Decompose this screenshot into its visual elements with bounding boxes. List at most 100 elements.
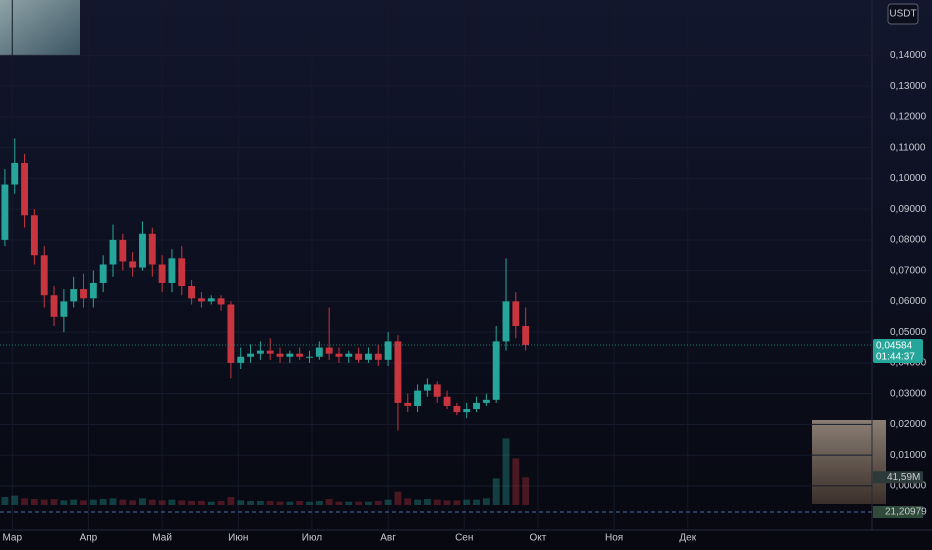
y-tick-label: 0,14000 [890,50,927,61]
currency-button[interactable] [887,3,919,25]
volume-bar [286,501,294,505]
volume-bar [365,501,372,505]
y-tick-label: 0,04000 [890,358,927,369]
volume-bar [197,501,205,505]
volume-bar [414,499,422,505]
candle-body [414,390,422,406]
candle-body [168,258,176,283]
x-tick-label: Мар [2,533,22,544]
volume-bar [89,499,97,505]
volume-bar [1,497,9,505]
volume-bar [345,501,353,505]
candle-body [512,301,520,327]
candle-body [335,353,343,357]
candle-body [443,396,451,406]
volume-bar [11,495,19,505]
x-tick-label: Апр [80,533,98,544]
volume-bar [119,499,127,505]
volume-bar [168,499,176,505]
last-price-box [873,338,923,363]
candle-body [227,304,235,363]
candle-body [60,301,68,317]
volume-bar [50,499,58,505]
volume-bar [394,491,402,505]
candle-body [148,233,156,265]
candle-body [345,353,353,357]
volume-bar [21,498,29,505]
volume-bar [70,499,78,505]
volume-bar [129,500,137,505]
candle-body [197,298,205,302]
volume-bar [256,501,264,505]
candle-body [482,399,490,403]
candle-body [119,239,127,262]
volume-bar [139,498,146,505]
candle-body [296,353,304,357]
volume-bar [207,501,215,505]
y-tick-label: 0,03000 [890,388,927,399]
volume-bar [463,499,471,505]
volume-bar [188,501,196,505]
candle-body [355,353,363,360]
volume-bar [374,501,382,505]
volume-bar [443,500,451,505]
volume-bar [522,477,530,505]
candle-body [492,341,500,400]
candle-body [237,356,245,363]
volume-bar [453,500,461,505]
candle-body [256,350,264,354]
x-tick-label: Авг [380,533,396,544]
candle-body [502,301,510,342]
candle-body [99,264,107,283]
y-tick-label: 0,00000 [890,481,927,492]
volume-bar [482,498,490,505]
candle-body [109,239,117,265]
x-tick-label: Май [152,533,172,544]
y-tick-label: 0,02000 [890,419,927,430]
candle-body [30,215,38,256]
volume-bar [335,501,343,505]
volume-bar [80,500,87,505]
x-tick-label: Дек [679,533,696,544]
volume-bar [237,500,245,505]
x-tick-label: Сен [455,533,473,544]
candle-body [374,353,382,360]
candle-body [40,255,48,296]
candle-body [266,350,274,354]
y-tick-label: 0,11000 [890,142,926,153]
volume-bar [492,478,500,505]
currency[interactable]: USDT [889,9,916,20]
y-tick-label: 0,06000 [890,296,927,307]
volume-bar [178,500,186,505]
candle-body [50,295,58,317]
x-tick-label: Ноя [605,533,623,544]
volume-bar [315,501,323,505]
volume-bar [433,499,441,505]
volume-label: 41,59M [887,472,920,483]
volume-bar [296,501,304,505]
candle-body [89,282,97,299]
volume-bar [40,499,48,505]
thumbnail [0,0,80,56]
candle-body [394,341,402,403]
indicator-box [873,506,923,518]
countdown: 01:44:37 [876,352,915,363]
candle-body [384,341,392,360]
thumbnail [812,420,886,504]
candle-body [80,289,87,299]
volume-bar [404,498,412,505]
indicator-value: 21,20979 [885,507,927,518]
volume-bar [325,499,333,505]
y-tick-label: 0,13000 [890,81,927,92]
candle-body [207,298,215,302]
candle-body [473,402,480,410]
volume-bar [384,499,392,505]
volume-bar [158,500,166,505]
y-tick-label: 0,09000 [890,204,927,215]
candle-body [158,264,166,283]
volume-bar [148,499,156,505]
candle-body [139,233,146,268]
volume-bar [512,458,520,505]
